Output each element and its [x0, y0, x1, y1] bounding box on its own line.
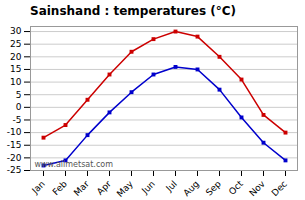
- svg-text:Aug: Aug: [181, 179, 201, 199]
- svg-text:-25: -25: [7, 165, 22, 175]
- svg-text:30: 30: [10, 26, 22, 36]
- svg-text:Sep: Sep: [204, 179, 223, 198]
- svg-text:May: May: [115, 178, 136, 199]
- svg-text:Jun: Jun: [139, 179, 157, 197]
- svg-text:-10: -10: [7, 127, 22, 137]
- svg-text:Nov: Nov: [247, 178, 267, 198]
- svg-text:15: 15: [10, 64, 21, 74]
- svg-text:-15: -15: [7, 140, 22, 150]
- svg-text:Apr: Apr: [95, 179, 113, 197]
- svg-text:Feb: Feb: [51, 179, 70, 198]
- svg-text:Mar: Mar: [72, 178, 91, 197]
- svg-text:-5: -5: [13, 115, 22, 125]
- svg-text:5: 5: [16, 90, 22, 100]
- svg-text:Jan: Jan: [29, 179, 47, 197]
- svg-text:Oct: Oct: [227, 178, 245, 196]
- html-text:Sainshand : temperatures (°C): Sainshand : temperatures (°C): [30, 4, 236, 18]
- svg-text:25: 25: [10, 39, 21, 49]
- svg-text:Dec: Dec: [270, 179, 289, 198]
- svg-text:0: 0: [16, 102, 22, 112]
- svg-text:www.allmetsat.com: www.allmetsat.com: [35, 160, 114, 169]
- svg-text:-20: -20: [7, 153, 22, 163]
- svg-text:Jul: Jul: [163, 179, 178, 194]
- svg-text:20: 20: [10, 52, 22, 62]
- svg-text:10: 10: [10, 77, 22, 87]
